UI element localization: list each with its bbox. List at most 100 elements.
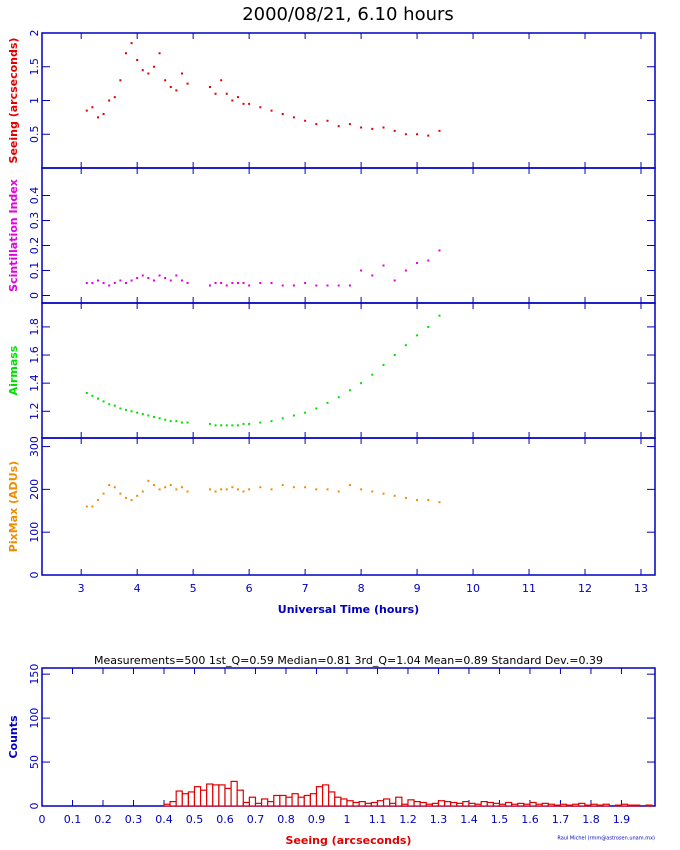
data-point [348, 389, 351, 392]
histogram-bar [450, 801, 458, 807]
y-tick-label: 0.1 [28, 262, 41, 280]
data-point [404, 344, 407, 347]
data-point [292, 116, 295, 119]
data-point [85, 282, 88, 284]
y-axis-label: PixMax (ADUs) [7, 461, 20, 552]
y-tick-label: 0.3 [28, 212, 41, 230]
x-tick-label: 0.5 [186, 813, 204, 826]
histogram-bar [181, 793, 189, 807]
x-tick-label: 13 [634, 582, 648, 595]
histogram-bar [212, 784, 220, 807]
data-point [214, 424, 217, 427]
histogram-bar [187, 791, 196, 807]
data-point [225, 284, 228, 287]
histogram-bar [541, 802, 549, 807]
data-point [96, 116, 99, 119]
histogram-bar [620, 803, 629, 807]
data-point [208, 86, 211, 88]
data-point [326, 488, 329, 491]
data-point [427, 325, 430, 328]
histogram-bar [291, 793, 299, 807]
x-tick-label: 1.6 [521, 813, 539, 826]
data-point [248, 422, 251, 425]
data-point [91, 394, 94, 397]
y-tick-label: 0.4 [28, 187, 41, 205]
data-point [108, 484, 111, 487]
x-tick-label: 11 [522, 582, 536, 595]
x-tick-label: 1.9 [613, 813, 631, 826]
data-point [326, 119, 329, 122]
data-point [147, 414, 150, 417]
histogram-bar [401, 803, 409, 807]
data-point [236, 488, 239, 491]
y-tick-label: 1.2 [28, 403, 41, 421]
data-point [337, 490, 340, 493]
data-point [270, 420, 273, 423]
data-point [416, 334, 419, 337]
x-tick-label: 1.4 [460, 813, 478, 826]
y-tick-label: 1.5 [28, 58, 41, 76]
data-point [326, 284, 329, 287]
data-point [158, 52, 161, 55]
y-tick-label: 50 [28, 755, 41, 769]
data-point [119, 492, 122, 495]
data-point [393, 129, 396, 132]
histogram-bar [443, 801, 452, 807]
data-point [130, 499, 133, 502]
histogram-bar [547, 803, 555, 807]
histogram-bar [273, 794, 281, 807]
x-tick-label: 1.5 [491, 813, 509, 826]
histogram-bar [364, 802, 372, 807]
y-tick-label: 0.2 [28, 237, 41, 255]
data-point [371, 490, 374, 493]
histogram-bar [565, 804, 574, 807]
data-point [152, 484, 155, 487]
y-tick-label: 0 [28, 803, 41, 810]
histogram-bar [321, 784, 330, 807]
data-point [259, 486, 262, 489]
histogram-bar [370, 801, 379, 807]
data-point [119, 407, 122, 410]
data-point [180, 486, 183, 489]
data-point [416, 499, 419, 502]
y-tick-label: 0 [28, 292, 41, 299]
x-axis-label: Universal Time (hours) [278, 603, 419, 616]
histogram-bar [309, 793, 318, 807]
x-tick-label: 0.1 [64, 813, 82, 826]
data-point [108, 284, 111, 287]
data-point [136, 411, 139, 414]
data-point [281, 284, 284, 287]
histogram-bar [437, 800, 446, 807]
histogram-bar [395, 796, 403, 807]
data-point [416, 262, 419, 264]
plot-frame [41, 302, 656, 439]
histogram-bar [236, 789, 244, 807]
data-point [281, 113, 284, 115]
data-point [136, 277, 139, 279]
data-point [304, 411, 307, 414]
data-point [108, 403, 111, 406]
plot-frame [41, 667, 656, 807]
histogram-bar [297, 796, 305, 807]
data-point [225, 424, 228, 427]
data-point [382, 492, 385, 495]
data-point [164, 79, 167, 82]
data-point [119, 79, 122, 82]
x-tick-label: 1.2 [399, 813, 417, 826]
data-point [147, 479, 150, 482]
data-point [281, 484, 284, 487]
histogram-bar [529, 801, 537, 807]
x-tick-label: 0.7 [247, 813, 265, 826]
histogram-bar [407, 799, 415, 807]
data-point [130, 279, 133, 282]
data-point [186, 421, 189, 424]
data-point [242, 102, 245, 105]
histogram-bar [382, 798, 391, 807]
data-point [360, 488, 363, 491]
data-point [175, 420, 178, 423]
histogram-bar [358, 801, 366, 807]
x-tick-label: 10 [466, 582, 480, 595]
x-tick-label: 1.1 [369, 813, 387, 826]
histogram-bar [474, 803, 482, 807]
